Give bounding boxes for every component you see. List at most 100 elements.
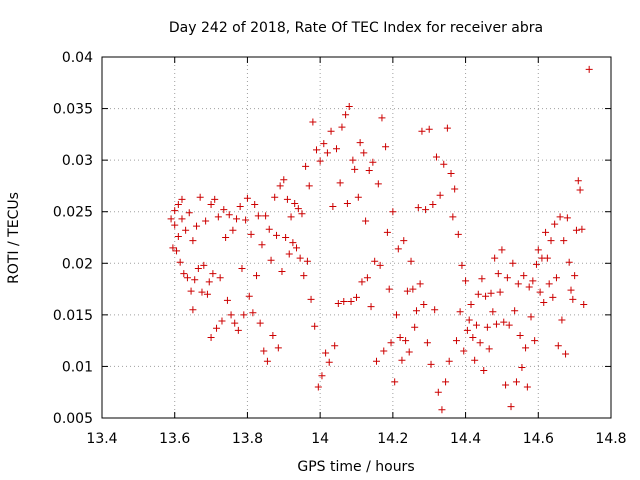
data-point xyxy=(305,182,313,190)
data-point xyxy=(403,287,411,295)
x-tick-labels: 13.4 13.6 13.8 14 14.2 14.4 14.6 14.8 xyxy=(86,431,626,447)
data-point xyxy=(263,357,271,365)
data-point xyxy=(196,193,204,201)
data-point xyxy=(443,124,451,132)
data-point xyxy=(372,357,380,365)
data-point xyxy=(431,306,439,314)
data-point xyxy=(520,272,528,280)
data-point xyxy=(189,306,197,314)
data-point xyxy=(451,185,459,193)
axis-ticks xyxy=(101,56,612,419)
data-point xyxy=(209,270,217,278)
data-point xyxy=(278,268,286,276)
data-point xyxy=(472,321,480,329)
x-tick-label: 14.8 xyxy=(595,431,626,447)
data-point xyxy=(303,257,311,265)
x-tick-label: 13.8 xyxy=(232,431,263,447)
data-point xyxy=(438,406,446,414)
data-point xyxy=(174,200,182,208)
data-point xyxy=(511,307,519,315)
data-point xyxy=(307,295,315,303)
data-point xyxy=(320,140,328,148)
data-point xyxy=(333,145,341,153)
data-point xyxy=(522,344,530,352)
data-point xyxy=(294,205,302,213)
data-point xyxy=(465,316,473,324)
data-point xyxy=(178,195,186,203)
data-point xyxy=(338,123,346,131)
data-point xyxy=(187,287,195,295)
data-point xyxy=(253,272,261,280)
data-point xyxy=(500,318,508,326)
data-point xyxy=(240,311,248,319)
data-point xyxy=(569,295,577,303)
data-point xyxy=(416,280,424,288)
y-tick-label: 0.015 xyxy=(53,308,93,324)
data-point xyxy=(571,272,579,280)
y-tick-label: 0.01 xyxy=(62,359,93,375)
data-point xyxy=(249,309,257,317)
data-point xyxy=(385,285,393,293)
data-point xyxy=(343,199,351,207)
data-point xyxy=(262,212,270,220)
data-point xyxy=(167,215,175,223)
data-point xyxy=(238,264,246,272)
data-point xyxy=(256,319,264,327)
data-point xyxy=(276,182,284,190)
data-point xyxy=(414,204,422,212)
data-point xyxy=(245,292,253,300)
data-point xyxy=(258,241,266,249)
data-point xyxy=(289,239,297,247)
data-point xyxy=(383,228,391,236)
data-point xyxy=(222,234,230,241)
data-point xyxy=(291,199,299,207)
data-point xyxy=(296,254,304,262)
data-point xyxy=(325,358,333,366)
data-point xyxy=(380,347,388,355)
data-point xyxy=(563,214,571,222)
data-point xyxy=(302,162,310,170)
data-point xyxy=(233,215,241,223)
data-point xyxy=(329,203,337,211)
x-tick-label: 14.2 xyxy=(377,431,408,447)
data-point xyxy=(487,289,495,297)
data-point xyxy=(400,237,408,245)
data-point xyxy=(340,297,348,305)
data-point xyxy=(480,367,488,375)
data-point xyxy=(558,316,566,324)
data-point xyxy=(285,250,293,258)
data-point xyxy=(496,288,504,296)
data-point xyxy=(254,212,262,220)
data-point xyxy=(171,207,179,215)
data-point xyxy=(423,339,431,347)
x-tick-label: 13.4 xyxy=(86,431,117,447)
data-point xyxy=(551,220,559,228)
data-point xyxy=(365,166,373,174)
data-point xyxy=(536,288,544,296)
data-point xyxy=(463,326,471,334)
data-point xyxy=(323,149,331,157)
data-point xyxy=(220,206,228,214)
data-point xyxy=(176,258,184,266)
data-point xyxy=(392,311,400,319)
data-points xyxy=(167,65,593,414)
data-point xyxy=(234,326,242,334)
data-point xyxy=(336,179,344,187)
data-point xyxy=(492,320,500,328)
chart-title: Day 242 of 2018, Rate Of TEC Index for r… xyxy=(169,20,543,36)
data-point xyxy=(507,403,515,411)
data-point xyxy=(509,259,517,267)
data-point xyxy=(178,215,186,223)
y-tick-label: 0.025 xyxy=(53,205,93,221)
data-point xyxy=(353,293,360,301)
data-point xyxy=(273,231,281,239)
data-point xyxy=(213,324,221,332)
data-point xyxy=(485,345,493,353)
data-point xyxy=(214,213,222,221)
data-point xyxy=(287,213,295,221)
data-point xyxy=(516,331,524,339)
plot-frame xyxy=(101,56,612,419)
data-point xyxy=(429,200,437,208)
data-point xyxy=(300,272,308,280)
